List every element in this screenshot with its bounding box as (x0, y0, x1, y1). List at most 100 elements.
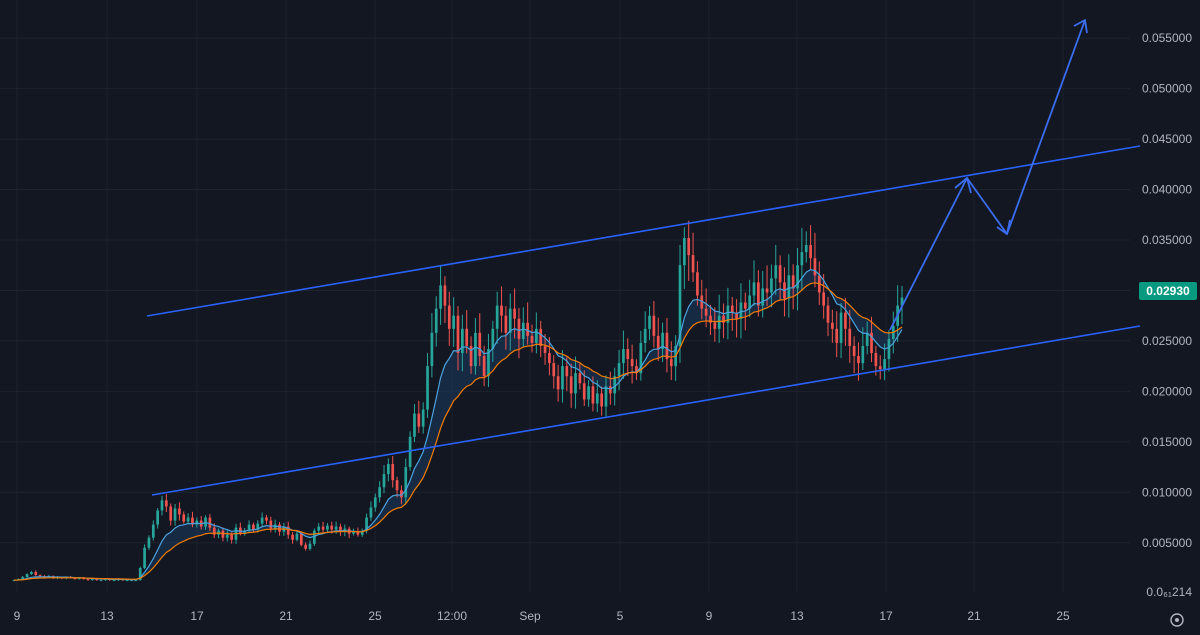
candle-body (831, 322, 834, 329)
candle-body (652, 315, 656, 336)
channel-lower-line[interactable] (151, 325, 1141, 496)
candle-body (482, 356, 486, 377)
candle-body (722, 315, 725, 323)
candle-body (700, 295, 704, 309)
candle-body (535, 328, 538, 343)
candle-body (739, 302, 743, 319)
candle-body (408, 436, 412, 468)
time-tick-label: 25 (368, 609, 382, 623)
candle-body (839, 312, 843, 343)
candle-body (887, 338, 891, 360)
candle-body (630, 359, 634, 367)
candle-body (273, 524, 277, 529)
candle-body (669, 359, 673, 367)
projection-arrowhead (954, 177, 972, 194)
candle-body (726, 305, 730, 323)
candle-body (743, 302, 747, 309)
price-tick-label: 0.035000 (1142, 233, 1192, 247)
candle-body (730, 305, 734, 313)
candle-body (260, 517, 264, 524)
candle-body (500, 305, 503, 316)
candle-body (870, 332, 873, 354)
candle-body (883, 359, 886, 370)
candle-body (878, 366, 882, 370)
candle-body (556, 376, 560, 390)
price-tick-label: 0.040000 (1142, 183, 1192, 197)
candle-body (404, 467, 408, 498)
candle-body (12, 580, 16, 582)
candle-body (521, 322, 525, 339)
candle-body (365, 517, 368, 531)
candle-body (378, 487, 381, 498)
candle-body (683, 237, 686, 266)
candle-body (748, 295, 751, 309)
candle-body (439, 285, 442, 309)
candle-body (34, 572, 38, 576)
candle-body (539, 328, 543, 346)
candle-body (99, 580, 103, 582)
time-axis[interactable]: 9 13 17 21 25 12:00 Sep 5 9 13 17 21 25 (14, 609, 1070, 623)
candle-body (517, 318, 521, 339)
channel-upper-line[interactable] (146, 145, 1141, 317)
candle-body (561, 366, 564, 390)
candle-body (426, 366, 429, 410)
candle-body (809, 245, 812, 259)
candle-body (151, 524, 155, 538)
candle-body (417, 413, 421, 427)
candle-body (25, 574, 29, 578)
candle-body (178, 508, 181, 515)
candle-body (321, 526, 325, 530)
candle-body (822, 292, 825, 306)
candle-body (317, 526, 321, 531)
candle-body (387, 464, 390, 475)
candle-body (278, 524, 281, 532)
candle-body (678, 265, 682, 346)
candle-body (182, 514, 186, 522)
time-tick-label: 25 (1056, 609, 1070, 623)
candle-body (548, 353, 551, 364)
candle-body (765, 288, 769, 293)
candle-body (761, 288, 765, 306)
candle-body (169, 506, 173, 521)
candle-body (369, 507, 373, 518)
candle-body (400, 490, 403, 498)
candle-body (125, 580, 129, 582)
candle-body (147, 537, 151, 548)
candle-body (221, 530, 225, 538)
candle-body (191, 517, 194, 525)
price-tick-label: 0.020000 (1142, 384, 1192, 398)
candle-body (339, 526, 342, 532)
candle-body (474, 332, 477, 367)
price-tick-label: 0.045000 (1142, 132, 1192, 146)
candle-body (587, 386, 590, 400)
candle-body (713, 322, 717, 329)
candle-body (582, 383, 586, 400)
candle-body (286, 526, 290, 535)
candle-body (617, 363, 621, 377)
candle-body (656, 335, 660, 349)
trend-channel-drawing[interactable] (146, 19, 1141, 496)
candle-body (443, 285, 447, 306)
candle-body (804, 245, 808, 253)
candle-body (452, 315, 455, 329)
candle-body (295, 533, 299, 540)
candle-body (299, 533, 303, 545)
candle-body (447, 305, 451, 329)
candle-body (77, 578, 81, 580)
projection-path[interactable] (889, 19, 1086, 331)
price-tick-label-bottom: 0.0₆₁214 (1146, 585, 1192, 599)
candle-body (130, 580, 133, 582)
candle-body (709, 315, 712, 323)
candle-body (591, 386, 595, 404)
candle-body (622, 348, 625, 364)
candle-body (813, 258, 817, 276)
candle-body (569, 376, 573, 394)
candle-body (848, 328, 852, 346)
time-tick-label: 5 (617, 609, 624, 623)
candle-body (112, 580, 116, 582)
candle-body (430, 332, 434, 367)
candle-body (326, 525, 329, 530)
settings-icon[interactable] (1170, 613, 1184, 627)
candle-body (313, 530, 316, 544)
